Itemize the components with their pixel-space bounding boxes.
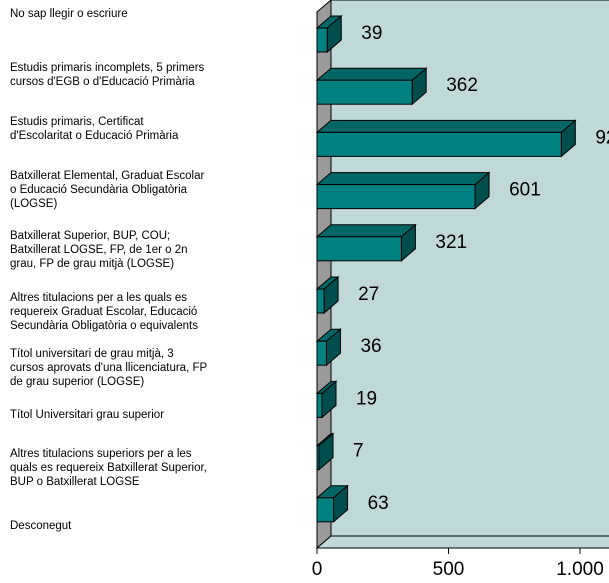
bar bbox=[315, 484, 349, 523]
value-label: 27 bbox=[358, 284, 379, 305]
category-label-line: Altres titulacions superiors per a les bbox=[10, 448, 192, 460]
category-label-line: cursos aprovats d'una llicenciatura, FP bbox=[10, 362, 207, 374]
bar-top-face bbox=[315, 67, 428, 81]
value-labels: 39 362 929 601 321 27 36 19 7 63 bbox=[353, 23, 609, 514]
bar bbox=[315, 275, 340, 315]
bar-front-face bbox=[316, 131, 562, 157]
bars bbox=[315, 14, 577, 523]
category-label-line: Estudis primaris incomplets, 5 primers bbox=[10, 62, 205, 74]
category-label-line: Títol universitari de grau mitjà, 3 bbox=[10, 348, 174, 360]
category-label-line: grau, FP de grau mitjà (LOGSE) bbox=[10, 258, 174, 270]
value-label: 63 bbox=[368, 493, 389, 514]
x-tick-label: 1.000 bbox=[556, 559, 604, 580]
value-label: 929 bbox=[595, 127, 609, 148]
category-label-line: No sap llegir o escriure bbox=[10, 8, 128, 20]
bar-front-face bbox=[316, 184, 476, 210]
category-label: Batxillerat Elemental, Graduat Escolar o … bbox=[10, 170, 204, 210]
category-label-line: quals es requereix Batxillerat Superior, bbox=[10, 462, 207, 474]
bar-top-face bbox=[315, 172, 491, 186]
bar-front-face bbox=[316, 445, 320, 471]
category-label-line: cursos d'EGB o d'Educació Primària bbox=[10, 76, 195, 88]
category-labels: No sap llegir o escriure Estudis primaris… bbox=[10, 8, 207, 532]
category-label-line: BUP o Batxillerat LOGSE bbox=[10, 476, 140, 488]
category-label: Títol Universitari grau superior bbox=[10, 409, 164, 421]
value-label: 321 bbox=[435, 232, 467, 253]
bar-top-face bbox=[315, 119, 577, 133]
value-label: 601 bbox=[509, 180, 541, 201]
value-label: 36 bbox=[360, 336, 381, 357]
category-label-line: Desconegut bbox=[10, 520, 72, 532]
category-label: Altres titulacions superiors per a les qu… bbox=[10, 448, 207, 488]
bar-front-face bbox=[316, 392, 323, 418]
bar-front-face bbox=[316, 79, 413, 105]
bar-front-face bbox=[316, 236, 402, 262]
category-label-line: Secundària Obligatòria o equivalents bbox=[10, 320, 198, 332]
category-label-line: de grau superior (LOGSE) bbox=[10, 376, 144, 388]
value-label: 7 bbox=[353, 441, 364, 462]
category-label-line: requereix Graduat Escolar, Educació bbox=[10, 306, 197, 318]
category-label-line: (LOGSE) bbox=[10, 198, 57, 210]
category-label: No sap llegir o escriure bbox=[10, 8, 128, 20]
x-tick-label: 0 bbox=[312, 559, 323, 580]
category-label-line: Altres titulacions per a les quals es bbox=[10, 292, 187, 304]
category-label: Desconegut bbox=[10, 520, 72, 532]
bar bbox=[315, 171, 491, 210]
category-label-line: Batxillerat Elemental, Graduat Escolar bbox=[10, 170, 204, 182]
value-label: 19 bbox=[356, 388, 377, 409]
bar-top-face bbox=[315, 224, 417, 238]
value-label: 362 bbox=[446, 75, 478, 96]
category-label-line: Estudis primaris, Certificat bbox=[10, 116, 144, 128]
category-label: Altres titulacions per a les quals es req… bbox=[10, 292, 198, 332]
category-label: Títol universitari de grau mitjà, 3 curso… bbox=[10, 348, 207, 388]
x-tick-label: 500 bbox=[433, 559, 465, 580]
plot-floor bbox=[315, 535, 609, 549]
bar-front-face bbox=[316, 340, 327, 366]
bar bbox=[315, 328, 342, 367]
category-label: Estudis primaris, Certificat d'Escolarita… bbox=[10, 116, 179, 142]
bar bbox=[315, 380, 338, 419]
category-label-line: Títol Universitari grau superior bbox=[10, 409, 164, 421]
category-label: Estudis primaris incomplets, 5 primers cu… bbox=[10, 62, 205, 88]
bar-front-face bbox=[316, 27, 328, 53]
category-label-line: o Educació Secundària Obligatòria bbox=[10, 184, 188, 196]
bar bbox=[315, 432, 335, 471]
value-label: 39 bbox=[361, 23, 382, 44]
bar bbox=[315, 119, 577, 158]
bar bbox=[315, 67, 428, 106]
bar-front-face bbox=[316, 288, 325, 314]
bar bbox=[315, 223, 417, 262]
bar bbox=[315, 14, 343, 54]
category-label-line: Batxillerat Superior, BUP, COU; bbox=[10, 230, 170, 242]
category-label-line: Batxillerat LOGSE, FP, de 1er o 2n bbox=[10, 244, 188, 256]
category-label: Batxillerat Superior, BUP, COU; Batxiller… bbox=[10, 230, 188, 270]
category-label-line: d'Escolaritat o Educació Primària bbox=[10, 130, 179, 142]
bar-front-face bbox=[316, 497, 335, 523]
